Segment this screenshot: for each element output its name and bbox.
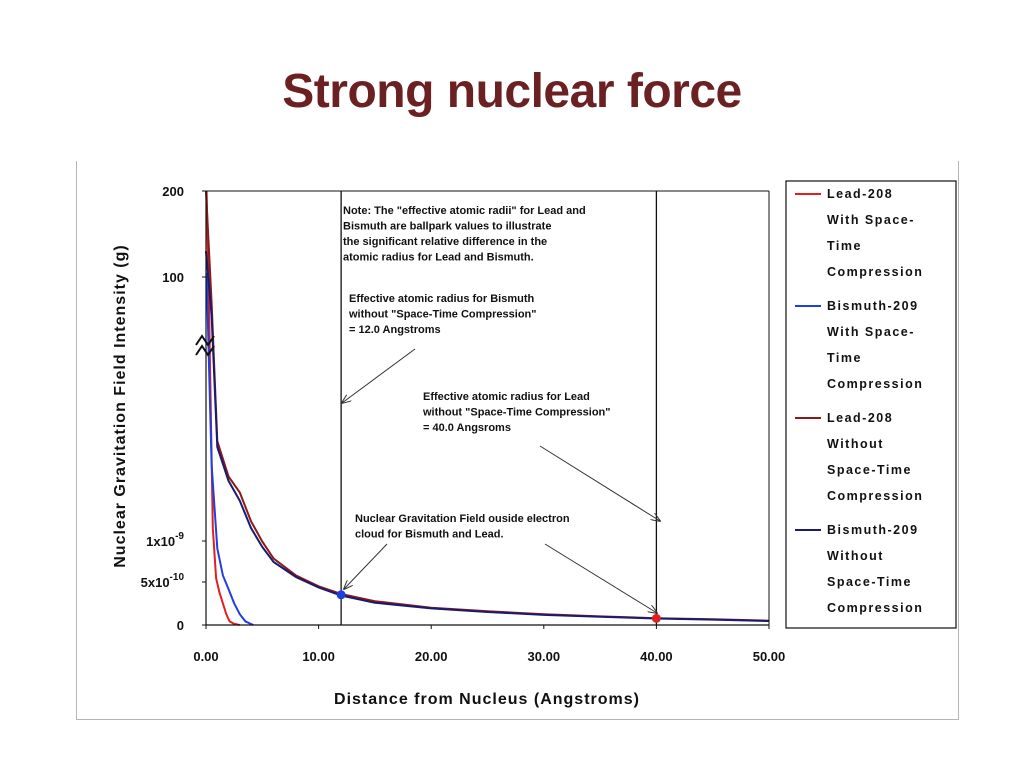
x-axis-title: Distance from Nucleus (Angstroms) bbox=[334, 691, 640, 708]
legend-label-line: Without bbox=[827, 549, 884, 563]
chart: Note: The "effective atomic radii" for L… bbox=[112, 180, 957, 708]
bismuth-radius-annotation: Effective atomic radius for Bismuth witho… bbox=[348, 293, 536, 336]
note-annotation: Note: The "effective atomic radii" for L… bbox=[343, 205, 586, 264]
lead-radius-annotation-line: = 40.0 Angsroms bbox=[423, 422, 511, 434]
annotation-arrow-0 bbox=[342, 348, 416, 403]
marker-1 bbox=[651, 613, 661, 623]
series-line-3 bbox=[205, 251, 770, 622]
x-tick-label: 50.00 bbox=[753, 649, 786, 664]
y-tick-label: 0 bbox=[177, 618, 184, 633]
x-tick-label: 30.00 bbox=[528, 649, 561, 664]
annotation-arrow-3 bbox=[544, 543, 657, 613]
legend-label-line: Lead-208 bbox=[827, 411, 893, 425]
y-tick-label: 1x10-9 bbox=[146, 531, 184, 549]
legend-entry-3: Bismuth-209 Without Space-Time Compression bbox=[795, 523, 923, 615]
outside-field-annotation: Nuclear Gravitation Field ouside electro… bbox=[355, 513, 570, 541]
legend-label-line: Time bbox=[827, 351, 862, 365]
marker-0 bbox=[336, 590, 346, 600]
y-tick-label: 200 bbox=[162, 184, 184, 199]
y-tick-label: 100 bbox=[162, 270, 184, 285]
legend-label-line: Space-Time bbox=[827, 463, 912, 477]
legend-box bbox=[785, 180, 957, 629]
y-tick-label: 5x10-10 bbox=[141, 572, 185, 590]
axes: 0.00 10.00 20.00 30.00 40.00 50.00 200 100 1x10-… bbox=[112, 184, 785, 708]
note-annotation-line: atomic radius for Lead and Bismuth. bbox=[343, 252, 534, 264]
x-tick-label: 10.00 bbox=[302, 649, 335, 664]
lead-radius-annotation-line: Effective atomic radius for Lead bbox=[423, 391, 590, 403]
legend-label-line: Bismuth-209 bbox=[827, 299, 919, 313]
note-annotation-line: the significant relative difference in t… bbox=[343, 236, 547, 248]
legend-label-line: Compression bbox=[827, 601, 923, 615]
legend-label-line: Without bbox=[827, 437, 884, 451]
bismuth-radius-annotation-line: Effective atomic radius for Bismuth bbox=[349, 293, 534, 305]
legend-label-line: Compression bbox=[827, 265, 923, 279]
legend-label-line: Bismuth-209 bbox=[827, 523, 919, 537]
plot-area bbox=[205, 190, 770, 626]
x-tick-label: 40.00 bbox=[640, 649, 673, 664]
slide-title: Strong nuclear force bbox=[282, 65, 742, 118]
lead-radius-annotation: Effective atomic radius for Lead without … bbox=[422, 391, 610, 434]
legend-label-line: With Space- bbox=[827, 325, 915, 339]
bismuth-radius-annotation-line: = 12.0 Angstroms bbox=[349, 324, 441, 336]
legend-label-line: With Space- bbox=[827, 213, 915, 227]
y-axis-title: Nuclear Gravitation Field Intensity (g) bbox=[112, 244, 129, 568]
note-annotation-line: Note: The "effective atomic radii" for L… bbox=[343, 205, 586, 217]
note-annotation-line: Bismuth are ballpark values to illustrat… bbox=[343, 221, 551, 233]
series-line-0 bbox=[205, 190, 240, 626]
bismuth-radius-annotation-line: without "Space-Time Compression" bbox=[348, 309, 536, 321]
legend-entry-2: Lead-208 Without Space-Time Compression bbox=[795, 411, 923, 503]
x-tick-label: 20.00 bbox=[415, 649, 448, 664]
chart-frame: Note: The "effective atomic radii" for L… bbox=[76, 161, 959, 720]
annotation-arrow-2 bbox=[344, 543, 388, 589]
series-line-1 bbox=[205, 272, 254, 626]
legend-label-line: Space-Time bbox=[827, 575, 912, 589]
annotation-arrow-1 bbox=[539, 445, 660, 521]
legend-entry-1: Bismuth-209 With Space- Time Compression bbox=[795, 299, 923, 391]
legend-entry-0: Lead-208 With Space- Time Compression bbox=[795, 187, 923, 279]
legend-label-line: Lead-208 bbox=[827, 187, 893, 201]
x-tick-label: 0.00 bbox=[193, 649, 218, 664]
legend-label-line: Time bbox=[827, 239, 862, 253]
outside-field-annotation-line: Nuclear Gravitation Field ouside electro… bbox=[355, 513, 570, 525]
outside-field-annotation-line: cloud for Bismuth and Lead. bbox=[355, 529, 504, 541]
legend-label-line: Compression bbox=[827, 489, 923, 503]
legend-label-line: Compression bbox=[827, 377, 923, 391]
axis-break-icon bbox=[195, 334, 215, 357]
annotations: Note: The "effective atomic radii" for L… bbox=[342, 205, 660, 613]
lead-radius-annotation-line: without "Space-Time Compression" bbox=[422, 407, 610, 419]
